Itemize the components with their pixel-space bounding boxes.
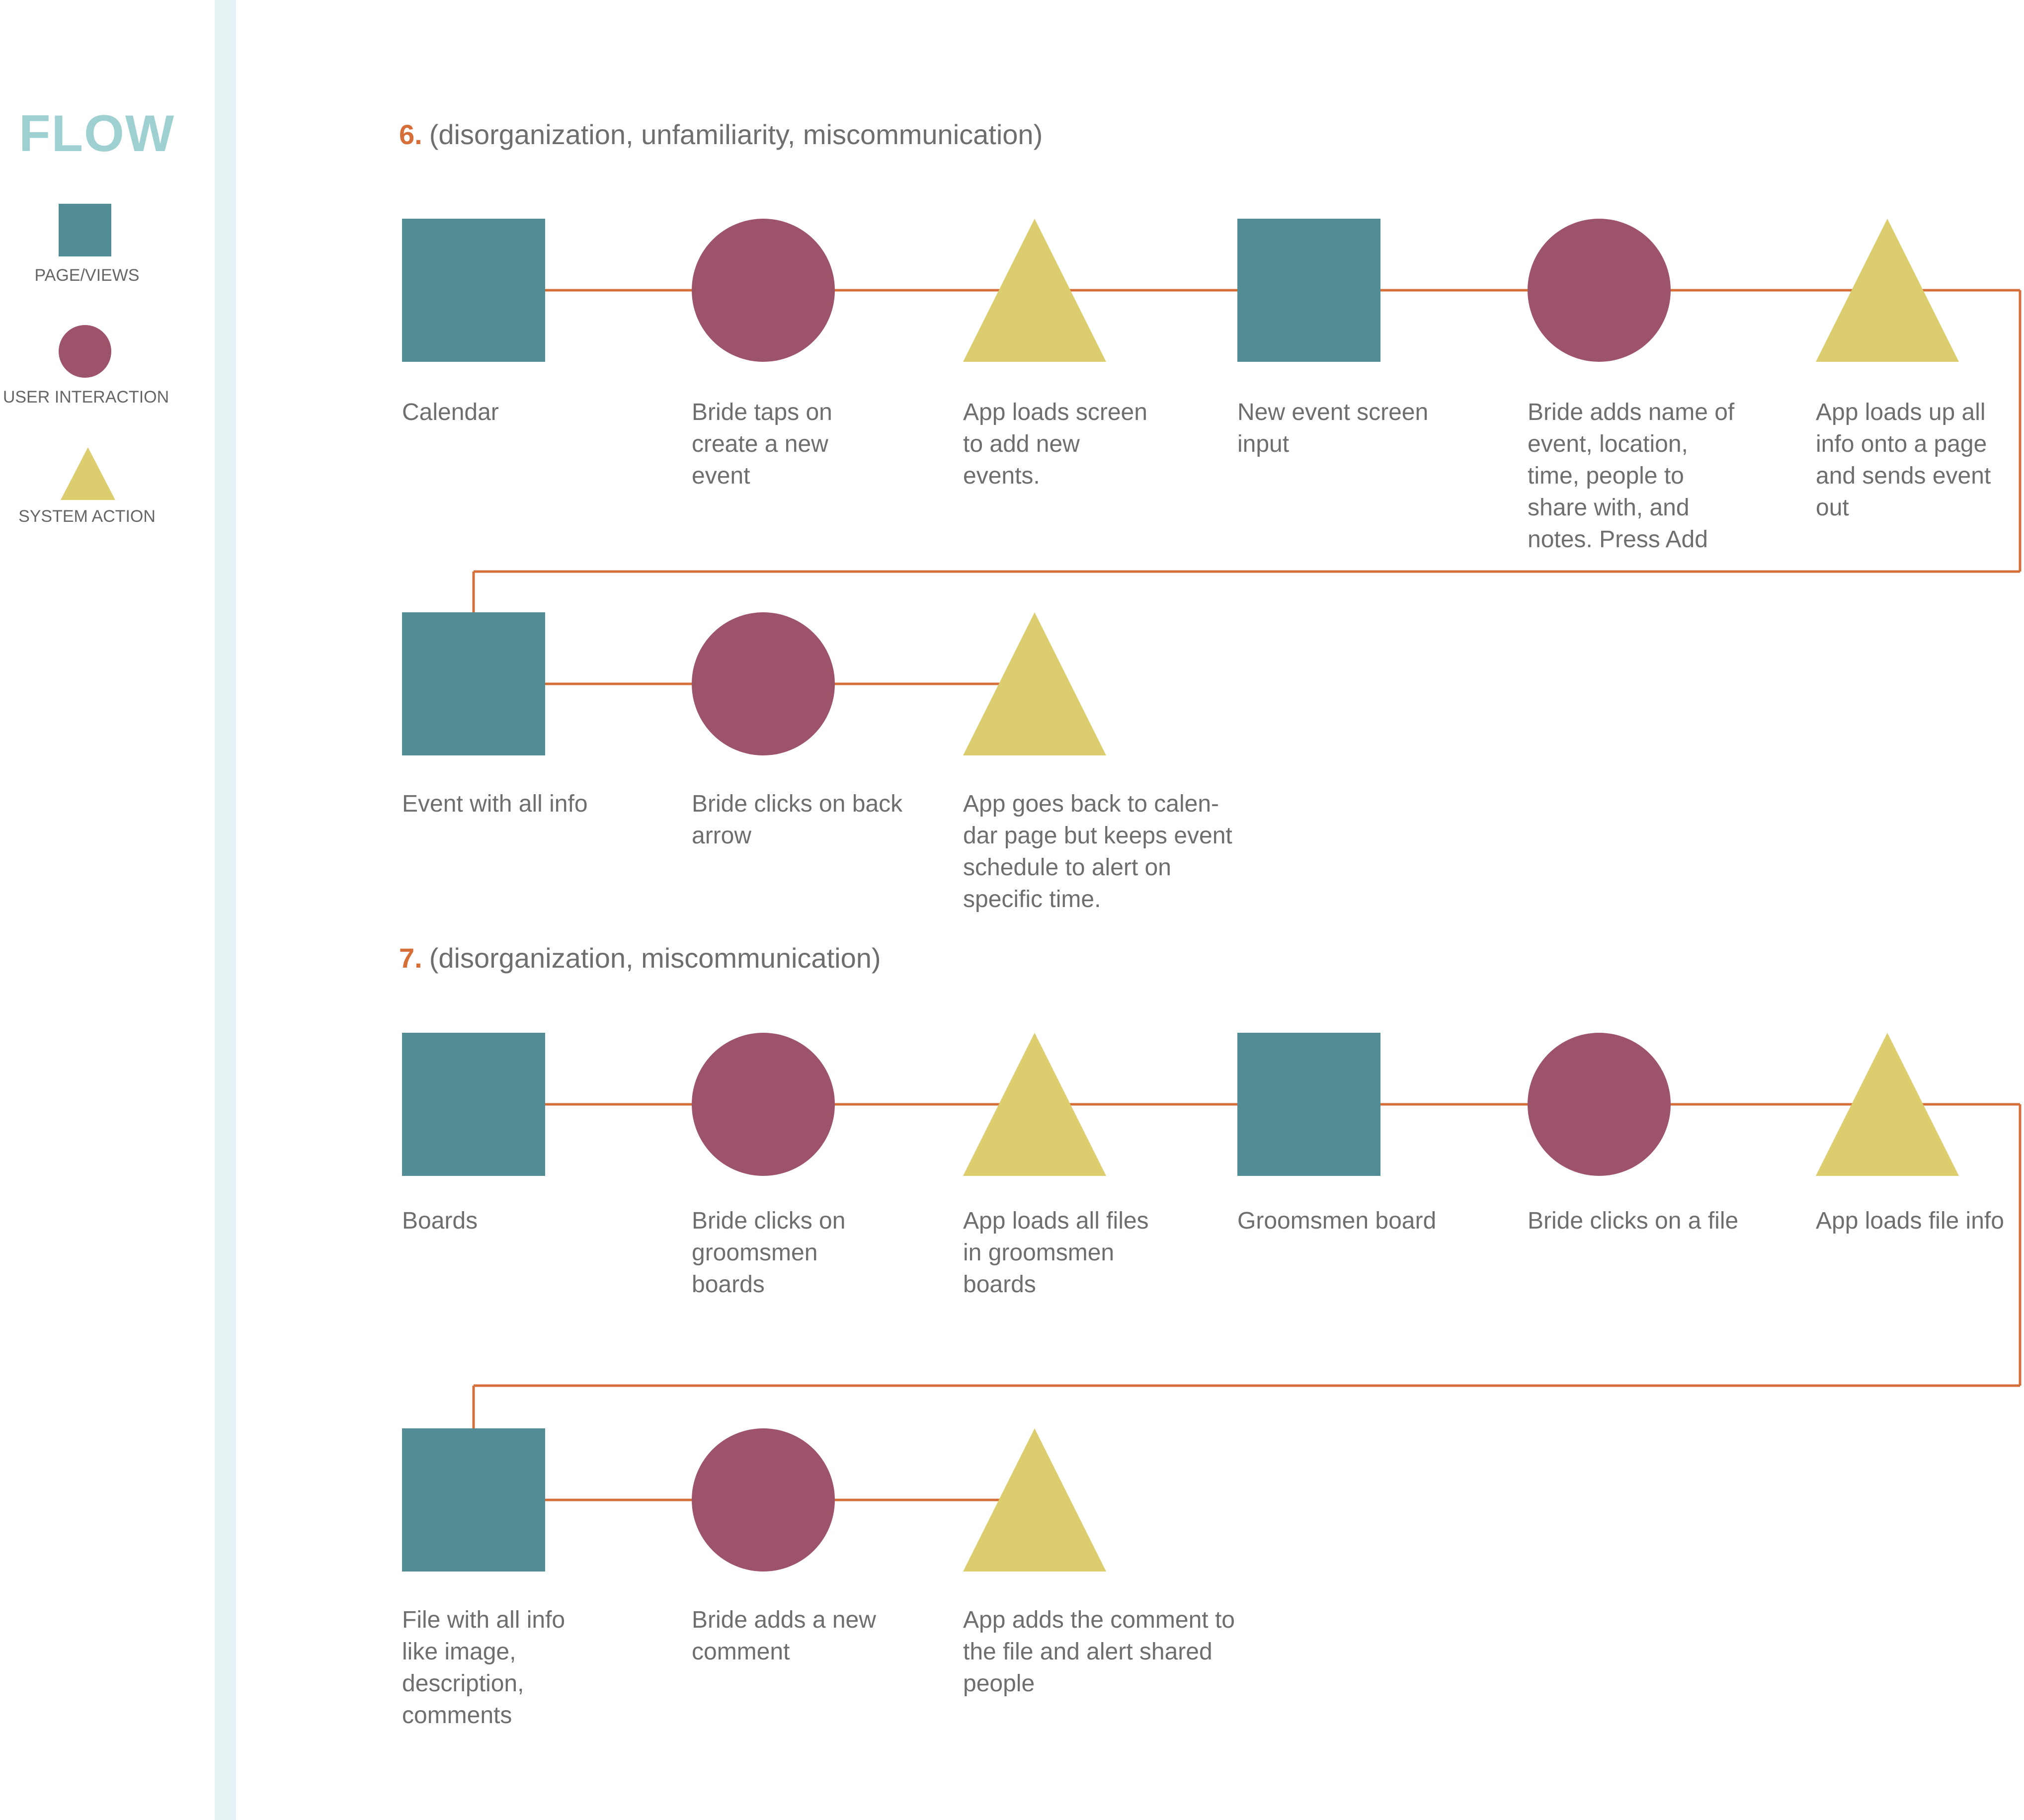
section-6-caption: (disorganization, unfamiliarity, miscomm… bbox=[429, 119, 1043, 150]
node-label: Boards bbox=[402, 1208, 478, 1234]
legend-label-system-action: SYSTEM ACTION bbox=[18, 507, 156, 526]
page-view-square-icon bbox=[402, 612, 545, 755]
sidebar-divider bbox=[215, 0, 236, 1820]
legend-title: FLOW bbox=[19, 105, 175, 163]
node-label: Bride adds a new comment bbox=[692, 1607, 876, 1665]
legend-label-page-views: PAGE/VIEWS bbox=[34, 266, 140, 285]
legend-circle-icon bbox=[59, 325, 111, 378]
legend-triangle-icon bbox=[61, 447, 115, 500]
legend-square-icon bbox=[59, 204, 111, 256]
legend-label-user-interaction: USER INTERACTION bbox=[2, 388, 169, 407]
system-action-triangle-icon bbox=[1816, 1033, 1959, 1176]
user-interaction-circle-icon bbox=[692, 219, 835, 362]
user-interaction-circle-icon bbox=[692, 612, 835, 755]
node-label: Bride clicks on groomsmen boards bbox=[692, 1208, 846, 1298]
node-label: Bride clicks on back arrow bbox=[692, 791, 903, 849]
node-label: App loads up all info onto a page and se… bbox=[1816, 399, 1991, 521]
node-label: App loads all files in groomsmen boards bbox=[963, 1208, 1149, 1298]
node-label: Bride taps on create a new event bbox=[692, 399, 832, 489]
system-action-triangle-icon bbox=[1816, 219, 1959, 362]
system-action-triangle-icon bbox=[963, 1033, 1106, 1176]
node-label: Bride clicks on a file bbox=[1528, 1208, 1739, 1234]
node-label: App goes back to calen- dar page but kee… bbox=[963, 791, 1232, 912]
section-7-caption: (disorganization, miscommunication) bbox=[429, 942, 881, 974]
section-7-number: 7. bbox=[399, 942, 422, 974]
system-action-triangle-icon bbox=[963, 219, 1106, 362]
section-6-heading: 6. (disorganization, unfamiliarity, misco… bbox=[399, 118, 1043, 151]
node-label: Calendar bbox=[402, 399, 499, 425]
user-interaction-circle-icon bbox=[692, 1033, 835, 1176]
node-label: Groomsmen board bbox=[1237, 1208, 1437, 1234]
node-label: Bride adds name of event, location, time… bbox=[1528, 399, 1735, 553]
section-6-number: 6. bbox=[399, 119, 422, 150]
user-interaction-circle-icon bbox=[692, 1428, 835, 1572]
system-action-triangle-icon bbox=[963, 1428, 1106, 1572]
node-label: App loads file info bbox=[1816, 1208, 2004, 1234]
node-label: App loads screen to add new events. bbox=[963, 399, 1147, 489]
node-label: App adds the comment to the file and ale… bbox=[963, 1607, 1235, 1697]
user-interaction-circle-icon bbox=[1528, 1033, 1671, 1176]
page-view-square-icon bbox=[1237, 1033, 1380, 1176]
node-label: File with all info like image, descripti… bbox=[402, 1607, 566, 1729]
page-view-square-icon bbox=[402, 219, 545, 362]
node-label: Event with all info bbox=[402, 791, 588, 817]
system-action-triangle-icon bbox=[963, 612, 1106, 755]
page-view-square-icon bbox=[1237, 219, 1380, 362]
node-label: New event screen input bbox=[1237, 399, 1429, 457]
user-interaction-circle-icon bbox=[1528, 219, 1671, 362]
section-7-heading: 7. (disorganization, miscommunication) bbox=[399, 942, 881, 974]
page-view-square-icon bbox=[402, 1428, 545, 1572]
page-view-square-icon bbox=[402, 1033, 545, 1176]
